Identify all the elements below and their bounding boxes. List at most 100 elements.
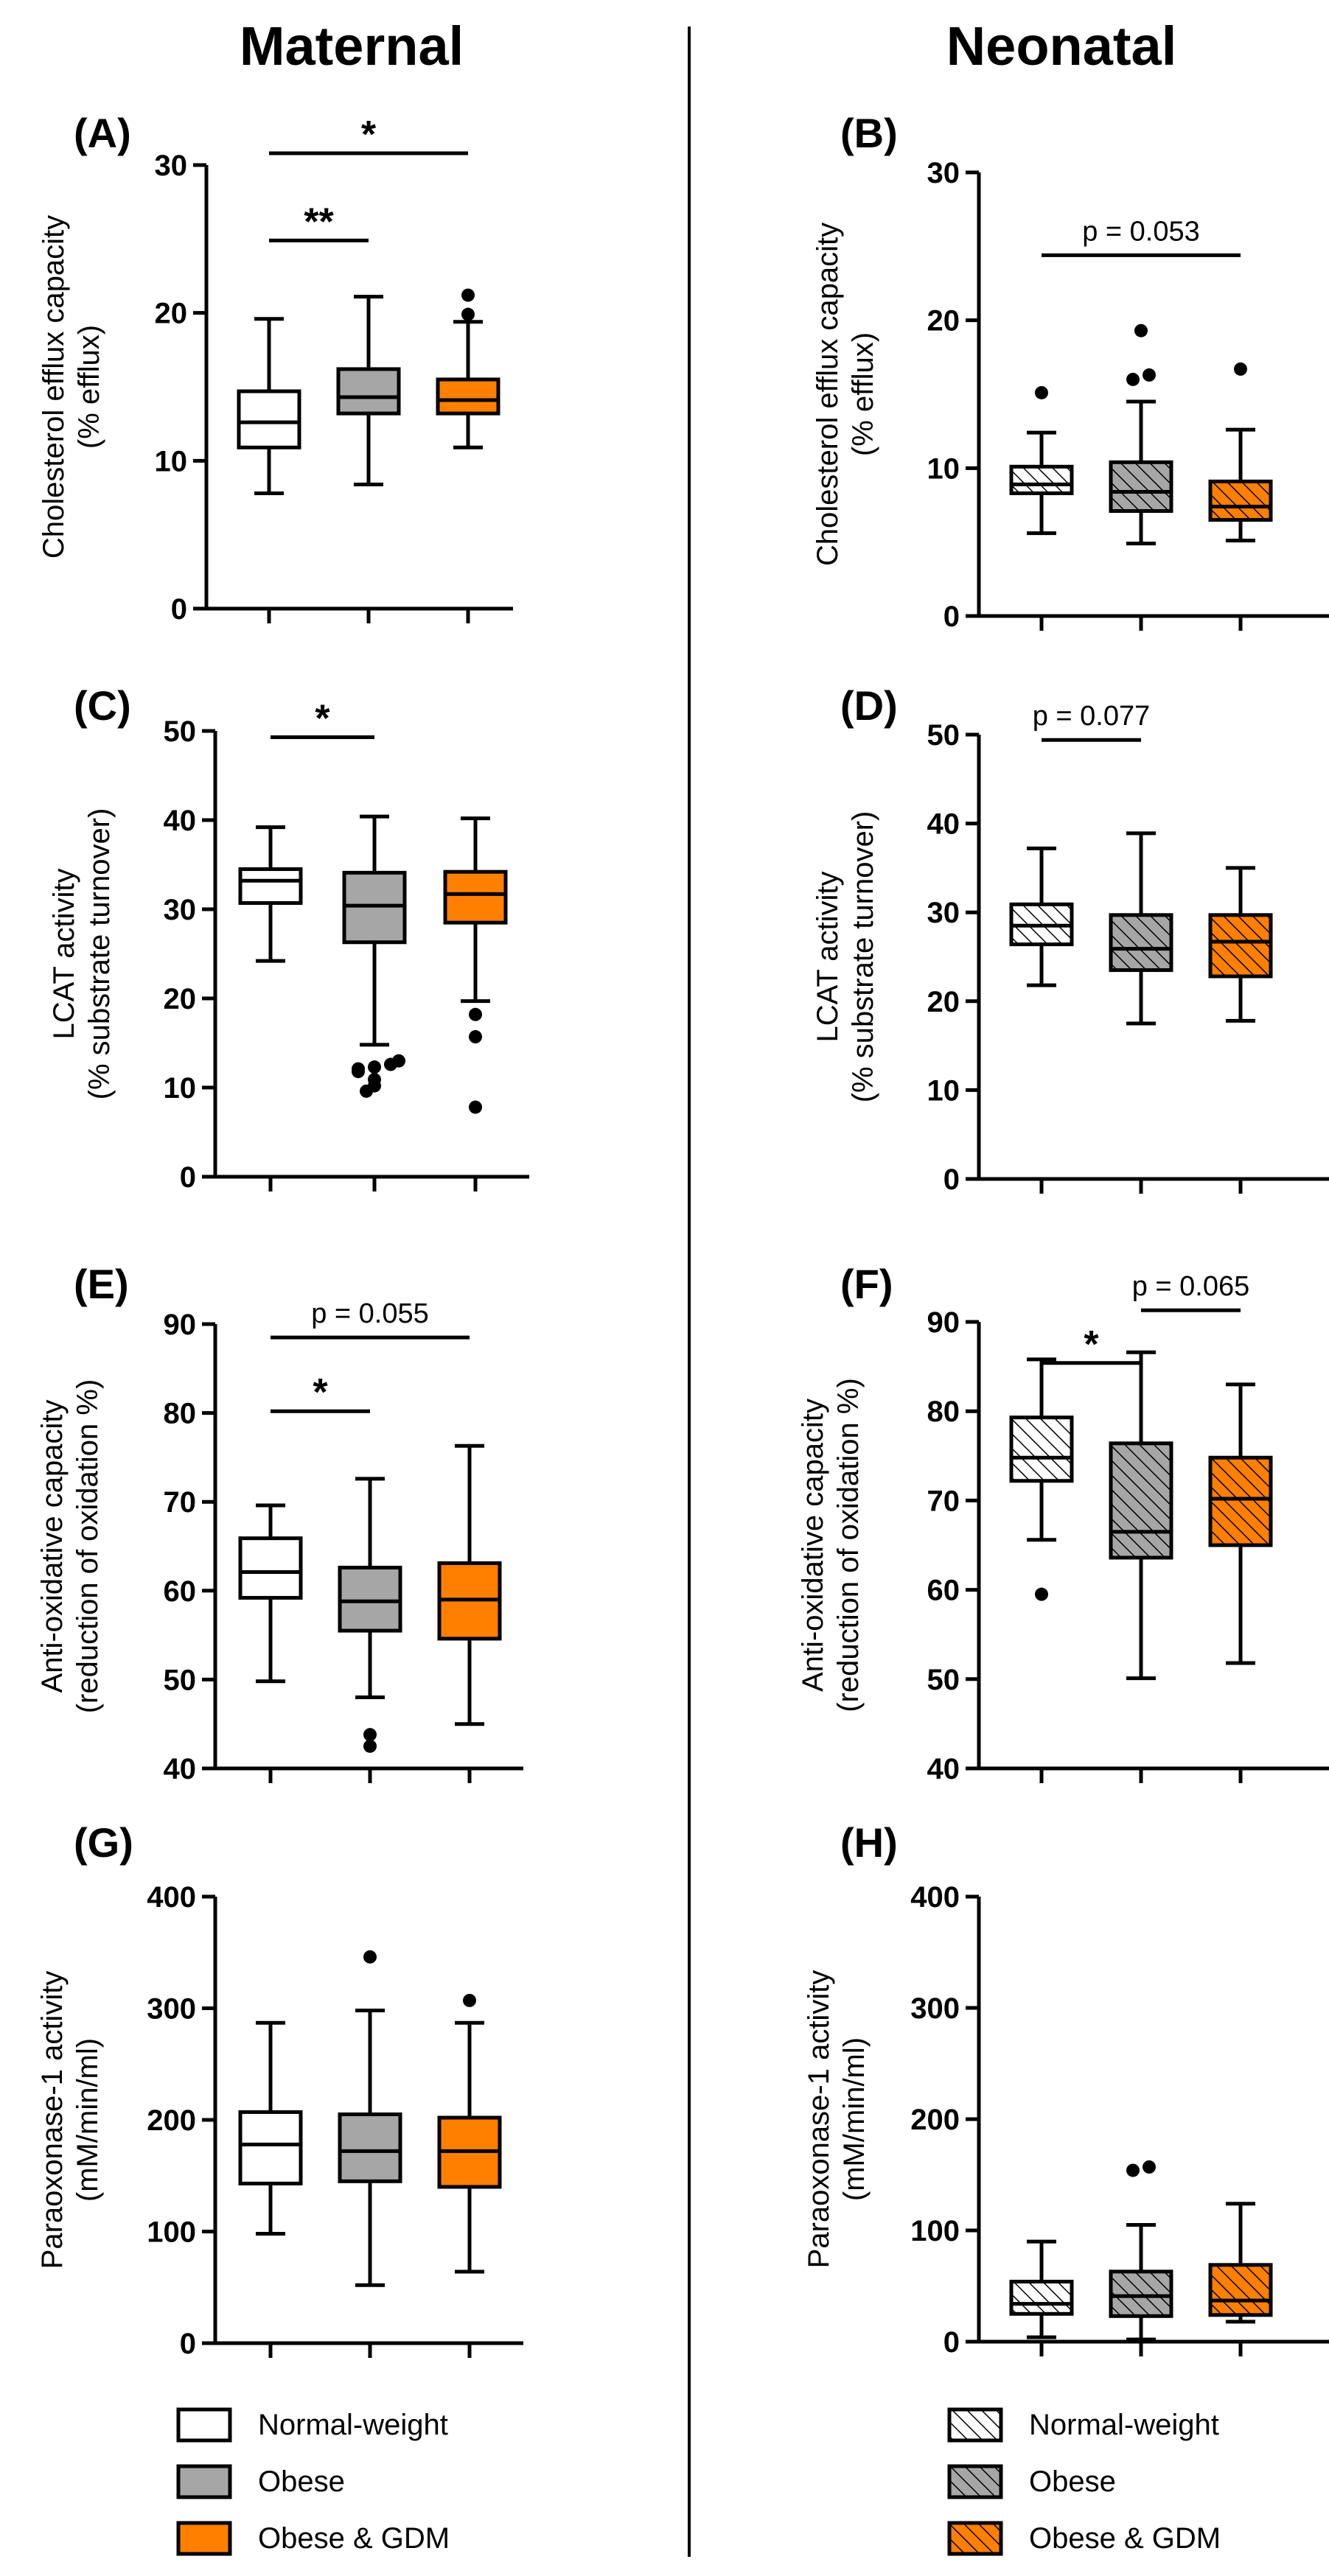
y-axis-label-line: Cholesterol efflux capacity [812,223,844,566]
box-obese-gdm [1208,1382,1273,1665]
outlier-point [1134,323,1148,337]
box-outline [238,867,303,906]
significance-label: ** [304,200,334,243]
box-obese-gdm [443,816,508,1114]
box-normal-weight [1009,1357,1074,1601]
legend-item-normal-weight: Normal-weight [176,2407,448,2443]
box-outline [237,389,301,449]
y-axis-label-line: Anti-oxidative capacity [36,1400,69,1693]
y-tick-label: 50 [164,715,197,748]
y-tick-label: 30 [927,897,960,929]
legend-maternal: Normal-weight Obese Obese & GDM [176,2407,450,2556]
outlier-point [363,1950,377,1964]
box-outline [1208,1455,1273,1547]
legend-swatch-hatch [949,2409,1001,2440]
y-tick-label: 30 [927,157,960,189]
legend-label: Obese & GDM [1029,2522,1221,2555]
y-tick-label: 60 [927,1575,960,1607]
legend-label: Normal-weight [1029,2409,1219,2441]
box-obese [1109,1350,1173,1681]
box-hatch [1210,1457,1271,1545]
legend-label: Obese [258,2465,345,2498]
panel-label-b: (B) [840,110,898,156]
y-tick-label: 0 [943,2326,960,2359]
y-tick-label: 10 [155,445,188,477]
y-tick-label: 10 [927,452,960,485]
panel-label-e: (E) [74,1261,129,1307]
box-hatch [1111,1443,1171,1558]
box-obese-gdm [436,288,500,449]
box-outline [1208,479,1273,522]
box-fill [240,1538,301,1598]
y-axis-label-line: (% substrate turnover) [83,808,116,1100]
box-outline [238,2110,303,2185]
box-outline [436,377,500,416]
legend-neonatal: Normal-weight Obese Obese & GDM [947,2407,1221,2556]
y-tick-label: 20 [155,298,188,330]
box-hatch [1111,914,1171,970]
outlier-point [1035,385,1048,399]
y-tick-label: 200 [147,2104,196,2137]
outlier-point [352,1062,365,1076]
panel-g: (G) 0 100 200 300 400 Paraoxonase-1 activity (m… [36,1819,523,2360]
box-obese-gdm [1208,362,1273,543]
y-axis-label: Paraoxonase-1 activity (mM/min/ml) [803,1970,871,2269]
outlier-point [469,1100,482,1114]
y-tick-label: 40 [927,808,960,841]
box-obese-gdm [437,1993,502,2274]
significance-label: p = 0.053 [1082,216,1200,247]
box-hatch [1210,914,1271,977]
neonatal-column-title: Neonatal [946,15,1177,77]
y-tick-label: 400 [910,1881,960,1914]
outlier-point [469,1007,482,1021]
box-normal-weight [1009,2239,1074,2339]
significance-label: * [1084,1323,1099,1366]
panel-label-d: (D) [840,682,898,729]
legend-item-obese-gdm: Obese & GDM [947,2521,1221,2556]
y-axis-label-line: (% efflux) [73,325,105,449]
y-tick-label: 0 [180,2328,196,2360]
y-axis-label: Anti-oxidative capacity (reduction of oxi… [797,1378,865,1712]
box-outline [1109,2269,1173,2318]
box-hatch [1210,481,1271,520]
box-outline [1109,913,1173,973]
y-axis-label-line: LCAT activity [48,869,80,1040]
y-tick-label: 10 [927,1074,960,1107]
box-hatch [1011,2281,1072,2314]
y-tick-label: 20 [164,983,197,1015]
box-fill [239,391,299,448]
box-outline [1009,464,1074,495]
y-tick-label: 80 [164,1398,197,1430]
panel-d: (D) 0 10 20 30 40 50 LCAT activity (% substrate … [812,682,1329,1196]
legend-item-normal-weight: Normal-weight [947,2407,1219,2443]
box-obese [336,295,401,486]
outlier-point [469,1030,482,1044]
y-tick-label: 400 [147,1881,196,1914]
panel-e: (E) 40 50 60 70 80 90 Anti-oxidative capacity (r… [36,1261,523,1785]
outlier-point [1126,2163,1140,2177]
y-axis-label-line: (% substrate turnover) [847,811,879,1103]
y-tick-label: 30 [164,894,197,926]
box-obese-gdm [1208,2202,1273,2324]
legend-label: Obese & GDM [258,2522,450,2555]
box-outline [1208,2263,1273,2317]
outlier-point [461,307,475,321]
y-axis-label: LCAT activity (% substrate turnover) [812,811,879,1103]
box-normal-weight [238,825,303,963]
outlier-point [363,1739,377,1753]
box-obese [1109,323,1173,546]
box-normal-weight [238,2020,303,2236]
box-outline [338,1565,402,1633]
outlier-point [461,288,475,302]
significance-label: * [361,113,377,156]
y-axis-label: LCAT activity (% substrate turnover) [48,808,116,1100]
outlier-point [1126,372,1140,386]
box-outline [338,2112,402,2183]
y-tick-label: 90 [927,1306,960,1339]
significance-label: * [313,1371,328,1414]
legend-item-obese: Obese [176,2464,345,2499]
y-tick-label: 100 [910,2215,960,2247]
box-hatch [1011,466,1072,494]
box-obese [1109,831,1173,1026]
